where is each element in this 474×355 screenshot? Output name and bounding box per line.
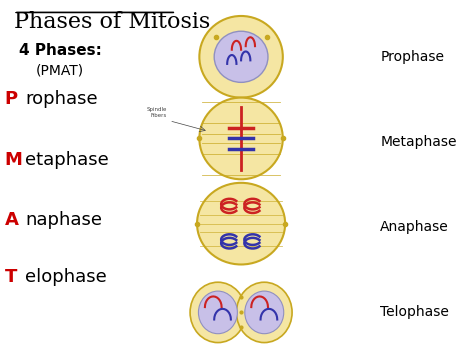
Text: Anaphase: Anaphase: [380, 220, 449, 234]
Text: Prophase: Prophase: [380, 50, 444, 64]
Text: Spindle
Fibers: Spindle Fibers: [146, 107, 167, 118]
Ellipse shape: [245, 291, 284, 334]
Text: etaphase: etaphase: [26, 151, 109, 169]
Text: Telophase: Telophase: [380, 305, 449, 320]
Text: M: M: [5, 151, 22, 169]
Ellipse shape: [190, 282, 246, 343]
Text: T: T: [5, 268, 17, 286]
Ellipse shape: [200, 16, 283, 98]
Text: rophase: rophase: [26, 91, 98, 108]
Ellipse shape: [197, 183, 285, 264]
Text: 4 Phases:: 4 Phases:: [19, 43, 102, 58]
Ellipse shape: [237, 282, 292, 343]
Ellipse shape: [199, 291, 237, 334]
Text: (PMAT): (PMAT): [36, 64, 84, 78]
Ellipse shape: [200, 98, 283, 179]
Text: naphase: naphase: [26, 211, 102, 229]
Text: P: P: [5, 91, 18, 108]
Text: elophase: elophase: [26, 268, 107, 286]
Text: A: A: [5, 211, 18, 229]
Text: Phases of Mitosis: Phases of Mitosis: [14, 11, 210, 33]
Text: Metaphase: Metaphase: [380, 135, 456, 149]
Ellipse shape: [214, 31, 268, 82]
